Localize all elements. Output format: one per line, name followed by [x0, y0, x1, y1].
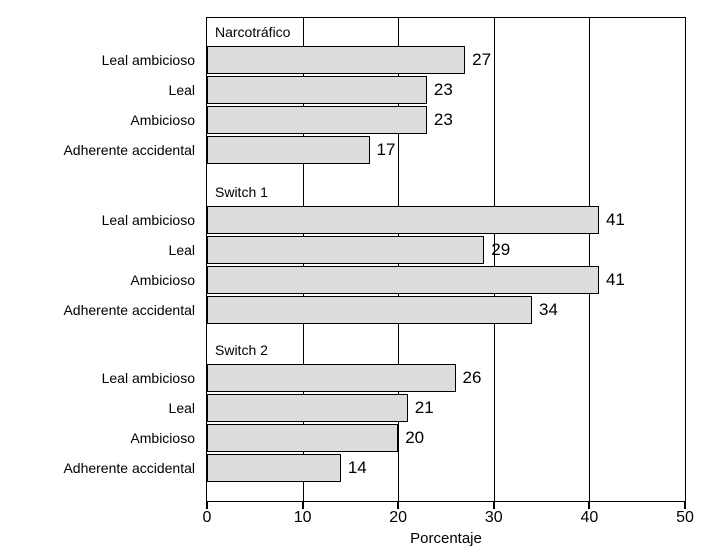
bar-row: 41	[207, 265, 685, 295]
bar	[207, 296, 533, 324]
bar	[207, 106, 427, 134]
axis-tick	[206, 502, 208, 509]
value-label: 29	[491, 240, 511, 259]
axis-tick	[492, 502, 495, 509]
bar-row: 34	[207, 295, 685, 325]
plot-area: Narcotráfico 27 23 23 17 Switch 1 41 29 41 34 Swit…	[206, 17, 686, 502]
value-label: 21	[414, 398, 434, 417]
value-label: 23	[433, 80, 453, 99]
bar-row: 14	[207, 453, 685, 483]
bar-row: 26	[207, 363, 685, 393]
tick-label: 20	[389, 509, 408, 526]
category-label: Leal ambicioso	[101, 52, 195, 68]
bar-row: 20	[207, 423, 685, 453]
bar	[207, 454, 341, 482]
axis-tick	[397, 502, 400, 509]
bar-row: 23	[207, 105, 685, 135]
group-label: Switch 1	[215, 184, 268, 200]
value-label: 41	[605, 270, 625, 289]
bar	[207, 394, 408, 422]
value-label: 14	[347, 458, 367, 477]
bar-row: 41	[207, 205, 685, 235]
bar	[207, 364, 456, 392]
value-label: 17	[376, 140, 396, 159]
tick-label: 10	[293, 509, 312, 526]
category-label: Ambicioso	[130, 112, 195, 128]
category-label: Ambicioso	[130, 272, 195, 288]
bar	[207, 236, 485, 264]
bar-row: 23	[207, 75, 685, 105]
axis-tick	[588, 502, 591, 509]
tick-label: 30	[484, 509, 503, 526]
axis-tick	[301, 502, 304, 509]
bar	[207, 424, 399, 452]
category-label: Leal ambicioso	[101, 212, 195, 228]
bar-row: 21	[207, 393, 685, 423]
category-label: Ambicioso	[130, 430, 195, 446]
bar	[207, 76, 427, 104]
bar	[207, 46, 466, 74]
bar	[207, 136, 370, 164]
group-label: Switch 2	[215, 342, 268, 358]
category-label: Leal	[168, 82, 195, 98]
category-label: Adherente accidental	[63, 302, 195, 318]
category-label: Leal	[168, 400, 195, 416]
category-label: Leal	[168, 242, 195, 258]
value-label: 20	[405, 428, 425, 447]
x-axis-label: Porcentaje	[410, 530, 482, 547]
axis-tick	[684, 502, 686, 509]
group-label: Narcotráfico	[215, 23, 291, 40]
bar	[207, 206, 599, 234]
category-label: Adherente accidental	[63, 142, 195, 158]
tick-label: 50	[676, 509, 694, 526]
value-label: 23	[433, 110, 453, 129]
bar-row: 27	[207, 45, 685, 75]
value-label: 27	[472, 50, 492, 69]
bar-row: 17	[207, 135, 685, 165]
value-label: 34	[539, 300, 558, 319]
gridline	[493, 18, 495, 501]
tick-label: 0	[202, 509, 212, 526]
tick-label: 40	[580, 509, 599, 526]
bar	[207, 266, 599, 294]
value-label: 41	[605, 210, 625, 229]
category-label: Leal ambicioso	[101, 370, 195, 386]
gridline	[589, 18, 591, 501]
value-label: 26	[462, 368, 482, 387]
bar-row: 29	[207, 235, 685, 265]
category-label: Adherente accidental	[63, 460, 195, 476]
